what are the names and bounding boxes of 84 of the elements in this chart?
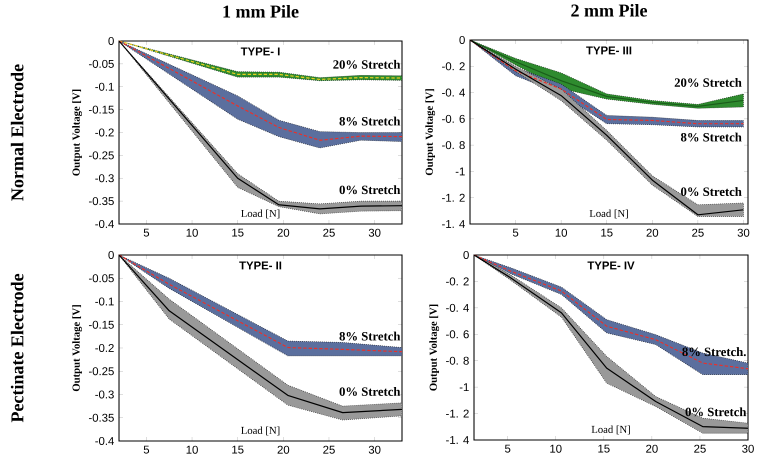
- y-tick-label: -1. 4: [442, 220, 465, 228]
- y-tick-label: 0: [463, 250, 469, 259]
- y-tick-label: -0.2: [95, 128, 114, 136]
- y-tick-label: -1: [456, 168, 465, 176]
- y-tick-label: -0. 8: [446, 356, 469, 365]
- x-tick-label: 5: [144, 446, 150, 454]
- y-tick-label: -0.15: [88, 320, 114, 329]
- y-axis-title: Output Voltage [V]: [429, 304, 440, 391]
- x-tick-label: 30: [368, 446, 380, 454]
- x-tick-label: 10: [556, 228, 568, 237]
- x-tick-label: 25: [692, 228, 704, 237]
- y-tick-label: -1. 2: [446, 410, 469, 418]
- y-tick-label: -0. 2: [442, 62, 465, 70]
- series-label: 8% Stretch: [680, 132, 742, 142]
- x-tick-label: 30: [742, 444, 754, 453]
- x-tick-label: 15: [598, 444, 610, 453]
- y-tick-label: 0: [108, 250, 114, 259]
- series-label: 0% Stretch: [681, 187, 742, 196]
- y-tick-label: 0: [108, 36, 114, 45]
- x-tick-label: 5: [144, 228, 150, 237]
- chart-title: 2 mm Pile: [571, 4, 648, 17]
- series-label: 8% Stretch: [339, 332, 400, 341]
- y-tick-label: -0.3: [95, 174, 114, 182]
- x-tick-label: 5: [504, 444, 510, 453]
- x-tick-label: 30: [368, 228, 380, 237]
- x-tick-label: 5: [512, 228, 518, 237]
- x-tick-label: 25: [323, 446, 335, 454]
- series-label: 0% Stretch: [340, 185, 400, 194]
- x-tick-label: 20: [646, 228, 658, 237]
- y-tick-label: -0. 4: [446, 304, 469, 312]
- y-tick-label: -1. 4: [446, 436, 469, 444]
- x-axis-title: Load [N]: [590, 210, 628, 218]
- y-tick-label: -0.35: [88, 414, 114, 422]
- x-tick-label: 20: [278, 228, 290, 237]
- y-tick-label: -0.1: [95, 297, 114, 306]
- y-tick-label: -0.4: [95, 220, 114, 228]
- x-tick-label: 10: [186, 228, 198, 237]
- y-axis-title: Output Voltage [V]: [72, 305, 82, 392]
- series-label: 20% Stretch: [333, 60, 400, 69]
- y-tick-label: -0.4: [95, 436, 114, 445]
- x-axis-title: Load [N]: [241, 210, 280, 218]
- chart-subtitle: TYPE- II: [239, 262, 282, 270]
- y-tick-label: -0.05: [88, 274, 114, 282]
- text: Normal Electrode: [10, 64, 24, 201]
- series-label: 8% Stretch.: [682, 347, 746, 356]
- series-label: 0% Stretch: [340, 386, 400, 396]
- x-tick-label: 20: [278, 446, 290, 454]
- x-tick-label: 20: [646, 444, 658, 453]
- y-tick-label: -0. 6: [442, 114, 465, 123]
- y-tick-label: -0.15: [88, 106, 114, 114]
- series-label: 0% Stretch: [686, 407, 746, 416]
- y-tick-label: -0.2: [95, 344, 114, 352]
- x-axis-title: Load [N]: [241, 426, 280, 436]
- y-tick-label: -0. 4: [442, 88, 465, 97]
- y-tick-label: -0.25: [88, 367, 114, 376]
- x-axis-title: Load [N]: [592, 426, 630, 434]
- y-tick-label: -0.25: [88, 151, 114, 160]
- y-tick-label: -0.3: [95, 390, 114, 398]
- x-tick-label: 15: [601, 228, 613, 237]
- y-axis-title: Output Voltage [V]: [72, 90, 82, 176]
- y-tick-label: -0.05: [88, 60, 114, 68]
- text: Pectinate Electrode: [10, 274, 24, 422]
- x-tick-label: 25: [323, 228, 335, 237]
- x-tick-label: 25: [694, 444, 706, 453]
- y-tick-label: -1: [460, 383, 469, 392]
- y-tick-label: -0. 6: [446, 330, 469, 338]
- x-tick-label: 10: [550, 444, 562, 453]
- y-tick-label: -0.1: [95, 82, 114, 91]
- series-label: 20% Stretch: [674, 78, 742, 87]
- y-axis-title: Output Voltage [V]: [425, 89, 436, 176]
- y-tick-label: -0.35: [88, 197, 114, 206]
- series-label: 8% Stretch: [339, 116, 400, 126]
- chart-subtitle: TYPE- III: [586, 46, 632, 54]
- y-tick-label: -0. 8: [442, 141, 465, 150]
- chart-subtitle: TYPE- IV: [588, 262, 635, 270]
- y-tick-label: -1. 2: [442, 194, 465, 202]
- x-tick-label: 15: [232, 228, 244, 237]
- chart-subtitle: TYPE- I: [240, 48, 280, 56]
- x-tick-label: 15: [232, 446, 244, 454]
- y-tick-label: -0. 2: [446, 277, 469, 286]
- y-tick-label: 0: [459, 36, 465, 44]
- x-tick-label: 10: [186, 446, 198, 454]
- chart-title: 1 mm Pile: [223, 4, 299, 18]
- x-tick-label: 30: [738, 228, 750, 237]
